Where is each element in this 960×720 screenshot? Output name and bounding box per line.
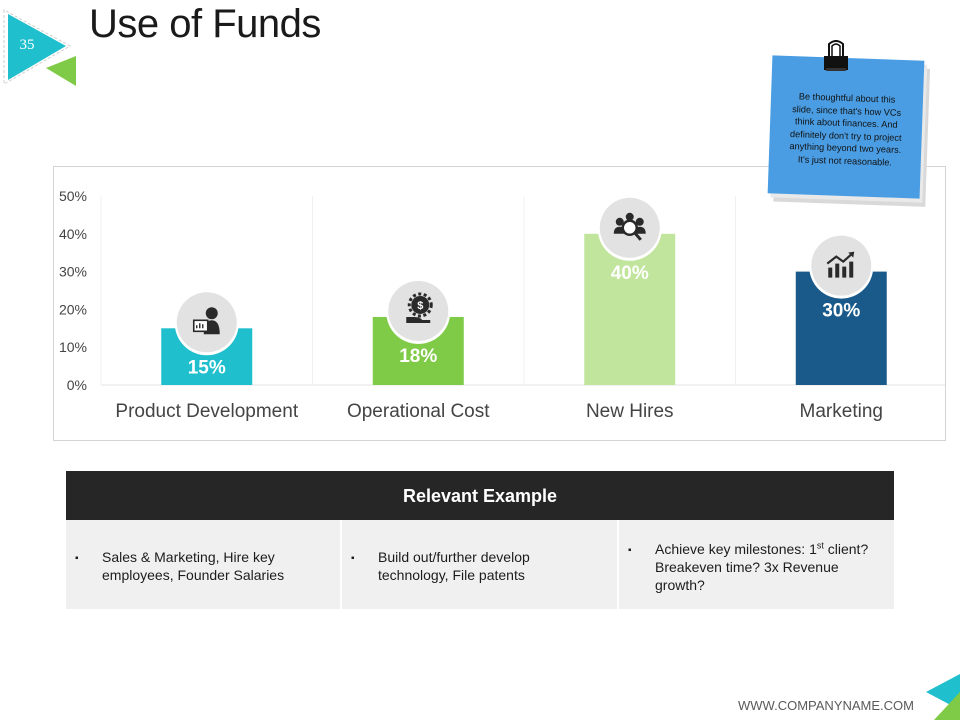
chart-canvas: 0% 10% 20% 30% 40% 50% 15% Product Development $… xyxy=(59,188,945,422)
table-cell: ▪ Build out/further develop technology, … xyxy=(342,520,619,609)
sticky-note: Be thoughtful about this slide, since th… xyxy=(767,40,925,199)
icon-part xyxy=(842,266,847,278)
y-tick-label: 30% xyxy=(59,264,87,280)
sticky-note-text: Be thoughtful about this slide, since th… xyxy=(789,91,902,168)
data-label: 30% xyxy=(822,301,860,322)
icon-part xyxy=(625,212,634,221)
table-cell: ▪ Achieve key milestones: 1st client? Br… xyxy=(619,520,894,609)
icon-part xyxy=(849,261,854,278)
table-row: ▪ Sales & Marketing, Hire key employees,… xyxy=(66,520,894,609)
corner-decoration xyxy=(926,674,960,720)
x-tick-label: Product Development xyxy=(115,401,298,422)
people-search-icon xyxy=(613,212,646,241)
x-tick-label: Marketing xyxy=(800,401,883,422)
slide-number-badge xyxy=(3,9,76,86)
icon-part: $ xyxy=(417,300,423,312)
icon-part xyxy=(826,252,853,265)
y-tick-label: 0% xyxy=(67,377,87,393)
footer-url[interactable]: WWW.COMPANYNAME.COM xyxy=(738,698,914,713)
y-tick-label: 40% xyxy=(59,226,87,242)
money-gear-icon: $ xyxy=(406,292,433,323)
icon-part xyxy=(848,251,855,258)
icon-part xyxy=(196,323,204,329)
data-label: 40% xyxy=(611,263,649,284)
slide-number: 35 xyxy=(19,37,35,53)
bar-chart: 0% 10% 20% 30% 40% 50% 15% Product Development $… xyxy=(53,166,946,441)
growth-chart-icon xyxy=(826,251,855,278)
icon-circle xyxy=(811,235,872,296)
icon-part xyxy=(635,217,644,226)
cell-text-superscript: st xyxy=(816,540,824,551)
icon-part xyxy=(835,263,840,278)
data-label: 15% xyxy=(188,357,226,378)
cell-text-part: client? Breakeven time? 3x Revenue growt… xyxy=(655,541,869,593)
x-tick-label: Operational Cost xyxy=(347,401,490,422)
y-tick-label: 50% xyxy=(59,188,87,204)
table-cell: ▪ Sales & Marketing, Hire key employees,… xyxy=(66,520,342,609)
icon-part xyxy=(192,319,209,333)
page-title: Use of Funds xyxy=(89,2,321,46)
y-tick-label: 20% xyxy=(59,301,87,317)
y-tick-label: 10% xyxy=(59,339,87,355)
icon-part xyxy=(615,217,624,226)
icon-part xyxy=(205,307,218,320)
binder-clip-icon xyxy=(824,40,848,71)
cell-text-part: Achieve key milestones: 1 xyxy=(655,541,817,557)
icon-part xyxy=(621,219,638,237)
icon-part xyxy=(407,292,433,318)
cell-text: Sales & Marketing, Hire key employees, F… xyxy=(102,549,285,583)
x-tick-label: New Hires xyxy=(586,401,674,422)
table-header: Relevant Example xyxy=(66,471,894,520)
bullet-icon: ▪ xyxy=(628,545,632,556)
icon-part xyxy=(406,316,431,323)
cell-text: Build out/further develop technology, Fi… xyxy=(378,549,530,583)
bullet-icon: ▪ xyxy=(75,553,79,564)
relevant-example-table: Relevant Example ▪ Sales & Marketing, Hi… xyxy=(66,471,894,609)
icon-part xyxy=(633,231,642,241)
bullet-icon: ▪ xyxy=(351,553,355,564)
icon-part xyxy=(828,267,833,278)
data-label: 18% xyxy=(399,346,437,367)
presenter-icon xyxy=(192,307,220,335)
icon-part xyxy=(411,295,430,314)
